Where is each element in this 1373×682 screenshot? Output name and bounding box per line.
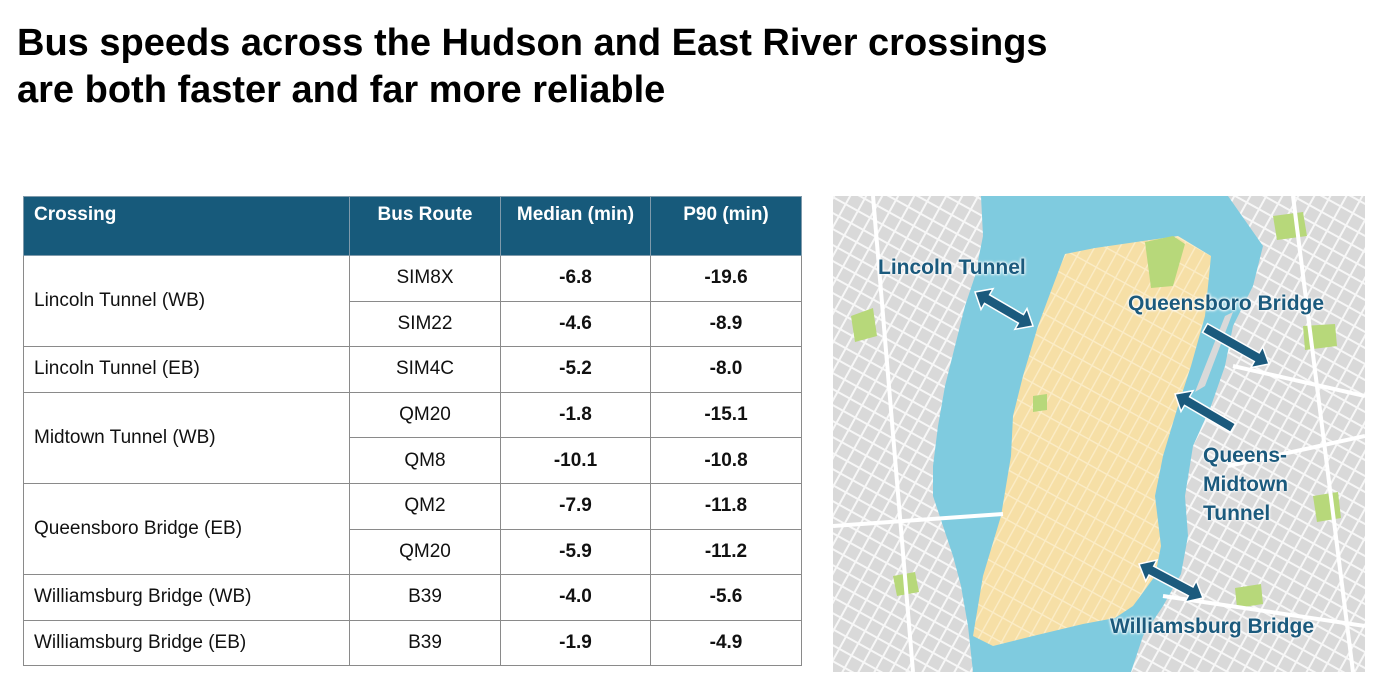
median-cell: -5.9 <box>500 528 651 576</box>
bus-route-cell: SIM22 <box>349 300 501 348</box>
p90-cell: -5.6 <box>650 574 802 621</box>
table-row: Midtown Tunnel (WB) QM20 -1.8 -15.1 <box>23 391 802 484</box>
midtown-tunnel-arrow <box>1174 389 1237 434</box>
header-p90: P90 (min) <box>650 196 802 256</box>
p90-cell: -11.8 <box>650 482 802 530</box>
crossing-name-cell: Lincoln Tunnel (EB) <box>23 346 350 393</box>
median-cell: -1.9 <box>500 619 651 667</box>
crossing-name-cell: Lincoln Tunnel (WB) <box>23 254 350 348</box>
title-line-2: are both faster and far more reliable <box>17 69 666 111</box>
major-roads <box>833 196 1365 672</box>
p90-cell: -19.6 <box>650 255 802 302</box>
manhattan-land <box>973 236 1211 646</box>
crossing-name-cell: Williamsburg Bridge (WB) <box>23 574 350 621</box>
table-row: Lincoln Tunnel (WB) SIM8X -6.8 -19.6 <box>23 254 802 348</box>
bus-route-cell: QM20 <box>349 528 501 576</box>
bus-route-cell: QM20 <box>349 391 501 439</box>
bus-route-cell: QM2 <box>349 482 501 530</box>
median-cell: -4.6 <box>500 300 651 348</box>
table-row: SIM22 -4.6 -8.9 <box>24 300 802 348</box>
p90-cell: -15.1 <box>650 391 802 439</box>
crossing-name-cell: Queensboro Bridge (EB) <box>23 482 350 576</box>
p90-cell: -8.0 <box>650 346 802 393</box>
table-row: Williamsburg Bridge (WB) B39 -4.0 -5.6 <box>23 574 802 621</box>
parks <box>851 212 1341 608</box>
williamsburg-bridge-arrow-shape <box>1137 558 1205 604</box>
title-line-1: Bus speeds across the Hudson and East Ri… <box>17 22 1048 64</box>
label-queens-midtown-tunnel: Queens- Midtown Tunnel <box>1203 444 1289 525</box>
label-williamsburg-bridge: Williamsburg Bridge <box>1110 615 1315 638</box>
crossing-name-cell: Midtown Tunnel (WB) <box>23 391 350 484</box>
header-bus-route: Bus Route <box>349 196 501 256</box>
median-cell: -4.0 <box>500 574 651 621</box>
table-row: QM20 -5.9 -11.2 <box>24 528 802 576</box>
median-cell: -5.2 <box>500 346 651 393</box>
map-canvas <box>833 196 1365 672</box>
bus-route-cell: SIM8X <box>349 255 501 302</box>
header-crossing: Crossing <box>23 196 350 256</box>
page-title: Bus speeds across the Hudson and East Ri… <box>17 20 1317 114</box>
table-row: Lincoln Tunnel (EB) SIM4C -5.2 -8.0 <box>23 346 802 393</box>
queensboro-bridge-arrow-shape <box>1201 322 1271 369</box>
label-lincoln-tunnel: Lincoln Tunnel <box>878 256 1026 279</box>
crossing-arrows <box>974 287 1271 604</box>
p90-cell: -11.2 <box>650 528 802 576</box>
median-cell: -1.8 <box>500 391 651 439</box>
table-row: Williamsburg Bridge (EB) B39 -1.9 -4.9 <box>23 619 802 667</box>
p90-cell: -8.9 <box>650 300 802 348</box>
table-row: QM8 -10.1 -10.8 <box>24 437 802 484</box>
median-cell: -7.9 <box>500 482 651 530</box>
label-queensboro-bridge: Queensboro Bridge <box>1128 292 1325 315</box>
bus-route-cell: B39 <box>349 574 501 621</box>
midtown-tunnel-arrow-shape <box>1174 389 1237 434</box>
median-cell: -6.8 <box>500 255 651 302</box>
table-row: Queensboro Bridge (EB) QM2 -7.9 -11.8 <box>23 482 802 576</box>
median-cell: -10.1 <box>500 437 651 484</box>
bus-route-cell: SIM4C <box>349 346 501 393</box>
bus-route-cell: QM8 <box>349 437 501 484</box>
lincoln-tunnel-arrow-shape <box>974 287 1034 331</box>
table-body: Lincoln Tunnel (WB) SIM8X -6.8 -19.6 SIM22 -4… <box>23 254 802 667</box>
lincoln-tunnel-arrow <box>974 287 1034 331</box>
bus-speed-table: Crossing Bus Route Median (min) P90 (min… <box>23 196 802 667</box>
queensboro-bridge-arrow <box>1201 322 1271 369</box>
header-median: Median (min) <box>500 196 651 256</box>
p90-cell: -4.9 <box>650 619 802 667</box>
williamsburg-bridge-arrow <box>1137 558 1205 604</box>
p90-cell: -10.8 <box>650 437 802 484</box>
table-header-row: Crossing Bus Route Median (min) P90 (min… <box>23 196 802 256</box>
manhattan-map: Lincoln Tunnel Queensboro Bridge Queens-… <box>833 196 1365 672</box>
crossing-name-cell: Williamsburg Bridge (EB) <box>23 619 350 667</box>
bus-route-cell: B39 <box>349 619 501 667</box>
